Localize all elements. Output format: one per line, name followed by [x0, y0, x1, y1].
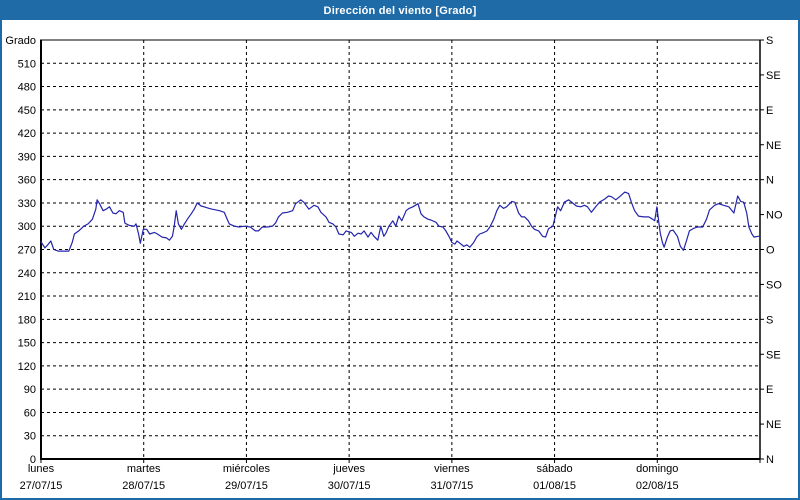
day-name-label: sábado [537, 463, 573, 475]
y-axis-left-labels: Grado51048045042039036033030027024021018… [5, 35, 36, 466]
y-tick-label: 240 [18, 268, 36, 280]
compass-tick-label: S [766, 314, 773, 326]
x-gridlines [143, 40, 658, 459]
y-tick-label: 150 [18, 338, 36, 350]
day-date-label: 28/07/15 [122, 480, 165, 492]
compass-tick-label: O [766, 245, 775, 257]
compass-tick-label: E [766, 384, 773, 396]
compass-tick-label: N [766, 175, 774, 187]
title-bar: Dirección del viento [Grado] [2, 2, 798, 20]
y-tick-label: 120 [18, 361, 36, 373]
y-tick-label: 90 [24, 384, 36, 396]
compass-tick-label: SO [766, 279, 782, 291]
plot-border [40, 39, 761, 460]
y-tick-label: 360 [18, 175, 36, 187]
day-name-label: jueves [332, 463, 365, 475]
day-name-label: domingo [636, 463, 678, 475]
compass-tick-label: E [766, 105, 773, 117]
y-axis-unit-label: Grado [5, 35, 36, 47]
y-tick-label: 0 [30, 454, 36, 466]
compass-tick-label: NO [766, 210, 783, 222]
y-tick-label: 480 [18, 82, 36, 94]
day-date-label: 29/07/15 [225, 480, 268, 492]
y-tick-label: 270 [18, 245, 36, 257]
day-name-label: miércoles [223, 463, 271, 475]
day-name-label: martes [127, 463, 161, 475]
y-tick-label: 60 [24, 407, 36, 419]
y-tick-label: 510 [18, 58, 36, 70]
day-name-label: viernes [434, 463, 470, 475]
series-line [40, 191, 761, 252]
day-name-label: lunes [28, 463, 55, 475]
y-tick-label: 420 [18, 128, 36, 140]
y-axis-right-labels: S SE E NE N NO O SO S SE E NE N [760, 35, 783, 466]
compass-tick-label: NE [766, 140, 781, 152]
chart-canvas: Grado51048045042039036033030027024021018… [5, 35, 783, 492]
day-date-label: 02/08/15 [636, 480, 679, 492]
day-date-label: 01/08/15 [533, 480, 576, 492]
day-date-label: 30/07/15 [328, 480, 371, 492]
y-gridlines [41, 62, 760, 437]
y-tick-label: 390 [18, 151, 36, 163]
compass-tick-label: S [766, 35, 773, 47]
compass-tick-label: NE [766, 419, 781, 431]
y-tick-label: 450 [18, 105, 36, 117]
x-axis-labels: lunes 27/07/15 martes 28/07/15 miércoles 29/0… [20, 459, 761, 492]
compass-tick-label: N [766, 454, 774, 466]
y-tick-label: 210 [18, 291, 36, 303]
y-tick-label: 180 [18, 314, 36, 326]
y-tick-label: 300 [18, 221, 36, 233]
page-title: Dirección del viento [Grado] [323, 5, 477, 17]
y-tick-label: 330 [18, 198, 36, 210]
day-date-label: 31/07/15 [430, 480, 473, 492]
day-date-label: 27/07/15 [20, 480, 63, 492]
compass-tick-label: SE [766, 349, 781, 361]
compass-tick-label: SE [766, 70, 781, 82]
y-tick-label: 30 [24, 431, 36, 443]
